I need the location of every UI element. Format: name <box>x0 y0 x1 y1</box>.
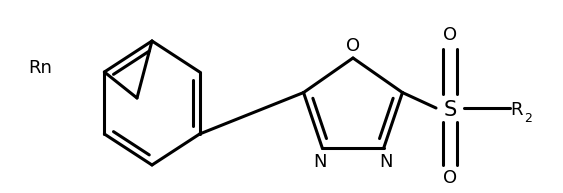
Text: N: N <box>314 153 327 171</box>
Text: O: O <box>443 26 457 44</box>
Text: R: R <box>510 101 522 119</box>
Text: Rn: Rn <box>28 59 52 77</box>
Text: N: N <box>379 153 392 171</box>
Text: O: O <box>443 169 457 187</box>
Text: 2: 2 <box>524 112 532 124</box>
Text: S: S <box>444 100 457 120</box>
Text: O: O <box>346 37 360 55</box>
